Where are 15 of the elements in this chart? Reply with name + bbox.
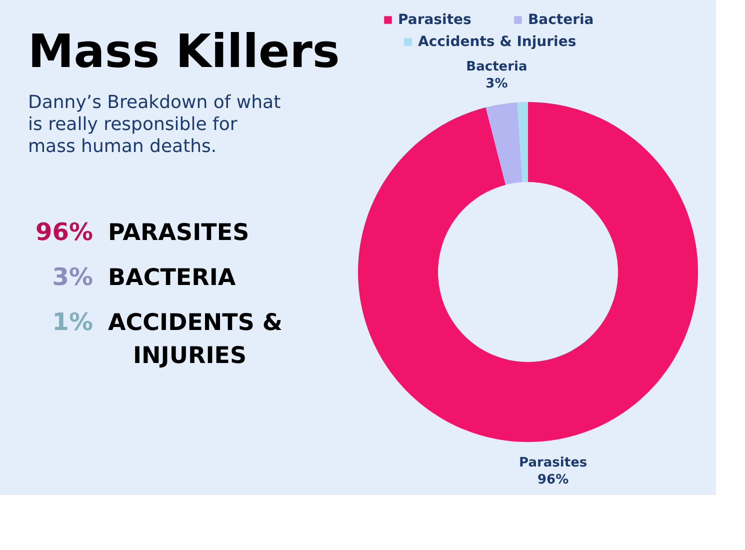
legend-label: Accidents & Injuries: [418, 34, 576, 50]
data-label: 3%: [486, 76, 508, 92]
text: 1% ACCIDENTS & INJURIES: [52, 308, 282, 369]
slice-label: Bacteria: [466, 59, 528, 74]
text: Danny’s Breakdown of what is really responsible for mass human deaths.: [28, 92, 281, 157]
slice-label: Parasites: [519, 455, 588, 470]
donut-slice: [358, 102, 698, 442]
donut-slice: [486, 102, 522, 185]
chart-title: Mass Killers: [28, 24, 340, 78]
donut-slice: [517, 102, 528, 182]
legend-label: Parasites: [398, 12, 472, 28]
text: 3% BACTERIA: [52, 263, 236, 291]
text: 96% PARASITES: [36, 218, 250, 246]
legend-label: Bacteria: [528, 12, 594, 28]
data-label: 96%: [538, 472, 569, 488]
